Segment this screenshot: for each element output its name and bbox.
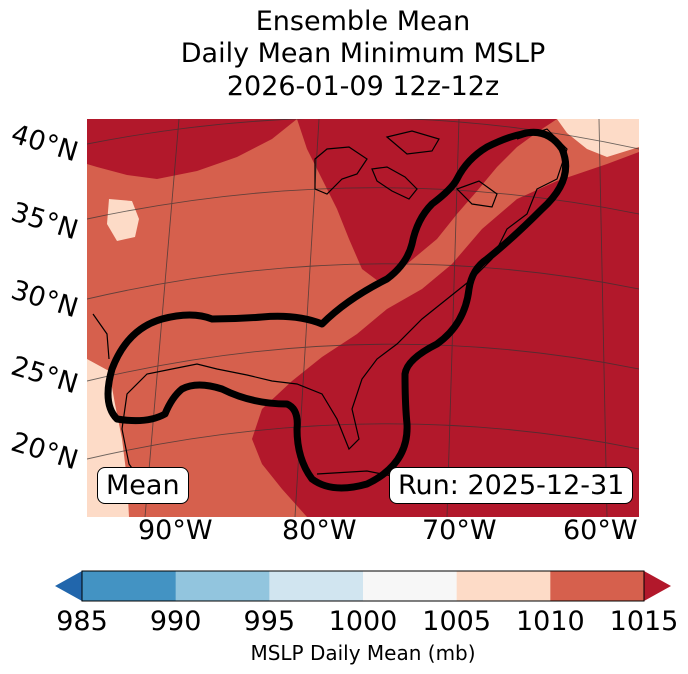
mean-label-box: Mean: [97, 467, 189, 504]
lat-label-20: 20°N: [7, 426, 82, 477]
colorbar-segment: [175, 571, 270, 601]
colorbar-segment: [269, 571, 364, 601]
map-canvas: [87, 119, 639, 517]
lon-label-60: 60°W: [563, 515, 638, 546]
colorbar-extend-high: [644, 571, 671, 601]
colorbar-segment: [456, 571, 551, 601]
title-line-2: Daily Mean Minimum MSLP: [180, 38, 546, 69]
mslp-1015-region-nw: [87, 119, 297, 179]
colorbar-tick-label: 990: [149, 606, 202, 637]
lat-label-30: 30°N: [7, 274, 82, 325]
colorbar-tick-label: 1015: [609, 606, 679, 637]
lon-label-70: 70°W: [422, 515, 497, 546]
mslp-1010-region: [87, 119, 639, 517]
coastlines: [92, 128, 568, 500]
mslp-1005-patch-west: [107, 199, 139, 241]
colorbar-tick-label: 1005: [422, 606, 492, 637]
mslp-1015-region-ne: [297, 119, 557, 284]
colorbar-label: MSLP Daily Mean (mb): [250, 641, 476, 665]
colorbar-tick-label: 985: [56, 606, 108, 637]
lon-label-80: 80°W: [282, 515, 357, 546]
title-line-3: 2026-01-09 12z-12z: [226, 71, 500, 102]
colorbar-segment: [363, 571, 458, 601]
colorbar-tick-label: 1010: [515, 606, 585, 637]
mslp-1005-region-ne: [557, 119, 639, 157]
lon-label-90: 90°W: [138, 515, 213, 546]
ensemble-contour: [104, 128, 570, 492]
colorbar: [55, 570, 671, 602]
lat-label-25: 25°N: [7, 350, 82, 401]
colorbar-tick-label: 995: [243, 606, 296, 637]
map-panel: [87, 119, 639, 517]
title-line-1: Ensemble Mean: [255, 6, 471, 37]
lat-label-35: 35°N: [7, 196, 82, 247]
colorbar-segment: [550, 571, 645, 601]
colorbar-segment: [82, 571, 177, 601]
colorbar-extend-low: [55, 571, 82, 601]
colorbar-tick-label: 1000: [328, 606, 398, 637]
lat-label-40: 40°N: [7, 118, 82, 169]
run-label-box: Run: 2025-12-31: [389, 467, 634, 504]
